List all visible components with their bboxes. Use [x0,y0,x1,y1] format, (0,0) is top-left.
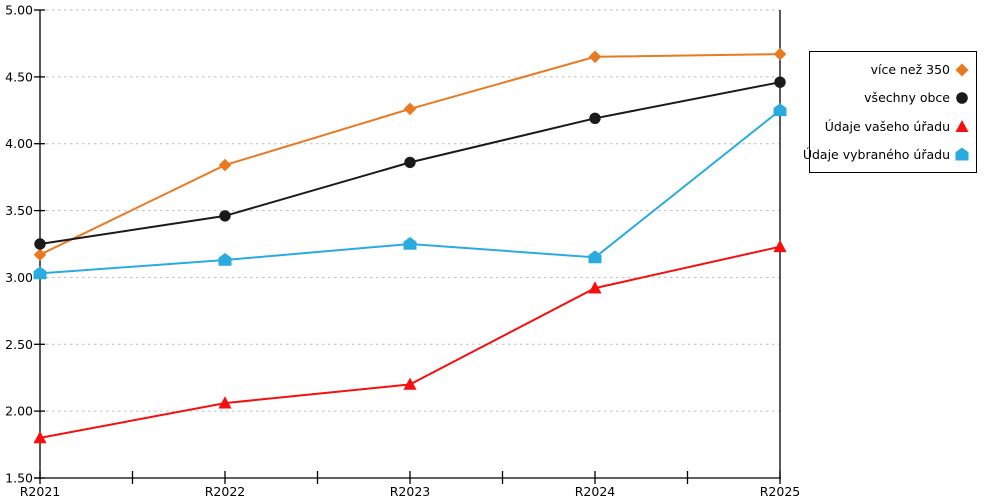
legend-label: více než 350 [870,62,950,78]
svg-text:R2022: R2022 [205,484,246,499]
chart-legend: více než 350 všechny obce Údaje vašeho ú… [803,51,977,173]
legend-label: všechny obce [864,90,950,106]
pentagon-icon [955,147,969,161]
legend-label: Údaje vašeho úřadu [824,118,950,134]
series-pentagon [33,103,787,280]
svg-text:1.50: 1.50 [5,471,33,486]
series-triangle [33,239,787,444]
diamond-icon [955,63,969,77]
svg-text:5.00: 5.00 [5,3,33,18]
legend-item: více než 350 [810,57,976,82]
legend-item: Údaje vybraného úřadu [803,142,976,167]
legend-item: všechny obce [810,85,976,110]
circle-icon [955,91,969,105]
series-diamond [33,47,787,261]
svg-text:3.50: 3.50 [5,203,33,218]
svg-text:R2021: R2021 [20,484,61,499]
svg-text:4.00: 4.00 [5,136,33,151]
svg-text:R2024: R2024 [575,484,616,499]
svg-text:3.00: 3.00 [5,270,33,285]
svg-text:R2025: R2025 [760,484,801,499]
svg-text:R2023: R2023 [390,484,431,499]
legend-item: Údaje vašeho úřadu [810,114,976,139]
svg-text:4.50: 4.50 [5,69,33,84]
gridlines [40,9,780,412]
legend-label: Údaje vybraného úřadu [802,146,950,162]
svg-text:2.50: 2.50 [5,337,33,352]
x-tick-labels: R2021 R2022 R2023 R2024 R2025 [20,484,801,499]
y-tick-labels: 1.50 2.00 2.50 3.00 3.50 4.00 4.50 5.00 [5,3,33,486]
triangle-icon [955,119,969,133]
series-circle [34,76,786,250]
svg-text:2.00: 2.00 [5,404,33,419]
